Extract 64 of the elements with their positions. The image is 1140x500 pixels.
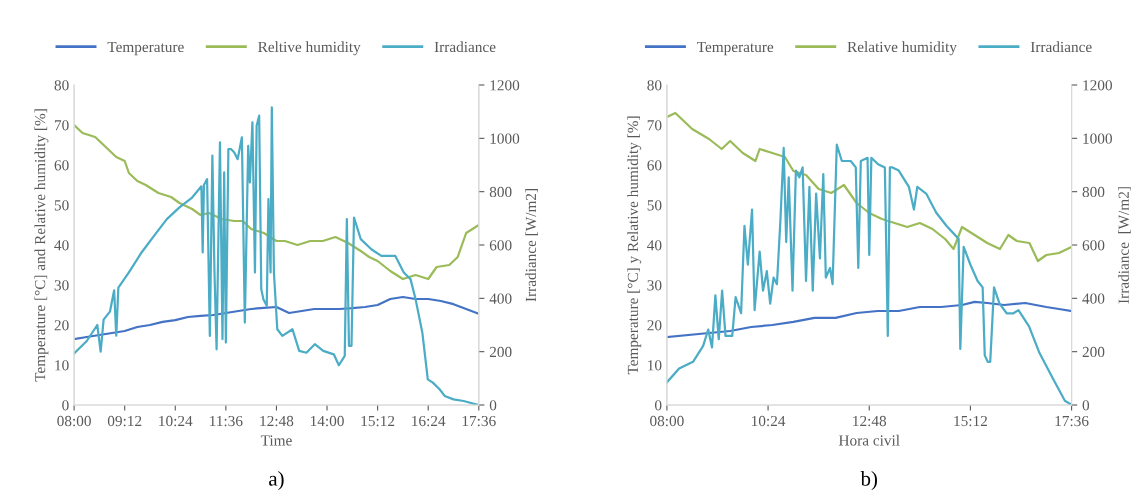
y-tick-label: 10 <box>55 360 69 371</box>
y2-tick-label: 400 <box>1082 293 1105 304</box>
text: b) <box>860 471 878 490</box>
x-tick-label: 08:00 <box>57 415 91 427</box>
y-axis-title: Temperature [°C] and Relative humidity [%] <box>34 109 49 382</box>
y-tick-label: 0 <box>62 400 69 411</box>
legend-label: Temperature <box>697 41 774 56</box>
x-tick-label: 09:12 <box>107 415 142 427</box>
y-tick-label: 80 <box>54 80 69 91</box>
y-tick-label: 30 <box>647 280 662 291</box>
x-tick-label: 10:24 <box>159 415 193 427</box>
legend-label: Reltive humidity <box>258 41 361 56</box>
x-axis-title: Time <box>260 435 292 446</box>
y-tick-label: 60 <box>647 160 662 171</box>
text: a) <box>269 471 284 490</box>
y-tick-label: 70 <box>54 120 69 131</box>
x-tick-label: 11:36 <box>210 415 243 427</box>
y2-tick-label: 1200 <box>490 80 520 91</box>
y2-tick-label: 400 <box>489 293 512 304</box>
y2-tick-label: 1000 <box>490 133 520 144</box>
y2-tick-label: 200 <box>1082 346 1105 358</box>
legend-label: Irradiance <box>434 41 496 53</box>
y2-tick-label: 800 <box>1082 186 1105 198</box>
x-tick-label: 10:24 <box>752 415 786 427</box>
line-series <box>666 111 1072 263</box>
x-tick-label: 17:36 <box>462 415 496 427</box>
y-tick-label: 0 <box>654 400 662 411</box>
y-tick-label: 30 <box>54 280 69 291</box>
x-tick-label: 12:48 <box>853 415 887 427</box>
y-tick-label: 40 <box>54 240 69 251</box>
y2-tick-label: 0 <box>489 400 497 411</box>
x-tick-label: 08:00 <box>650 415 684 427</box>
y-axis-title: Temperature [°C] y Relative humidity [%] <box>627 116 642 375</box>
y2-tick-label: 1200 <box>1083 80 1112 91</box>
x-tick-label: 15:12 <box>361 415 395 427</box>
y2-tick-label: 600 <box>1082 240 1105 251</box>
y2-tick-label: 0 <box>1082 400 1090 411</box>
y-tick-label: 50 <box>647 200 662 211</box>
x-tick-label: 15:12 <box>954 415 987 427</box>
y2-axis-title: Irradiance [W/m2] <box>525 189 538 302</box>
y-tick-label: 20 <box>647 320 662 331</box>
y-tick-label: 80 <box>647 80 662 91</box>
y-tick-label: 60 <box>54 160 69 171</box>
legend-label: Irradiance <box>1030 41 1092 53</box>
x-tick-label: 16:24 <box>412 415 446 427</box>
x-axis-title: Hora civil <box>838 434 900 446</box>
y-tick-label: 50 <box>54 200 69 211</box>
y2-tick-label: 200 <box>489 346 512 358</box>
y2-axis-title: Irradiance [W/m2] <box>1118 187 1131 304</box>
y-tick-label: 20 <box>54 320 69 331</box>
legend-label: Temperature <box>107 41 184 56</box>
y2-tick-label: 1000 <box>1083 133 1112 144</box>
y-tick-label: 70 <box>647 120 662 131</box>
y2-tick-label: 600 <box>489 240 512 251</box>
x-tick-label: 12:48 <box>260 415 294 427</box>
line-series <box>666 300 1072 339</box>
x-tick-label: 17:36 <box>1055 415 1089 427</box>
y-tick-label: 10 <box>648 360 662 371</box>
y2-tick-label: 800 <box>489 186 512 198</box>
legend-label: Relative humidity <box>847 41 957 56</box>
y-tick-label: 40 <box>647 240 662 251</box>
x-tick-label: 14:00 <box>310 415 344 427</box>
line-series <box>74 123 479 281</box>
line-series <box>74 295 479 341</box>
